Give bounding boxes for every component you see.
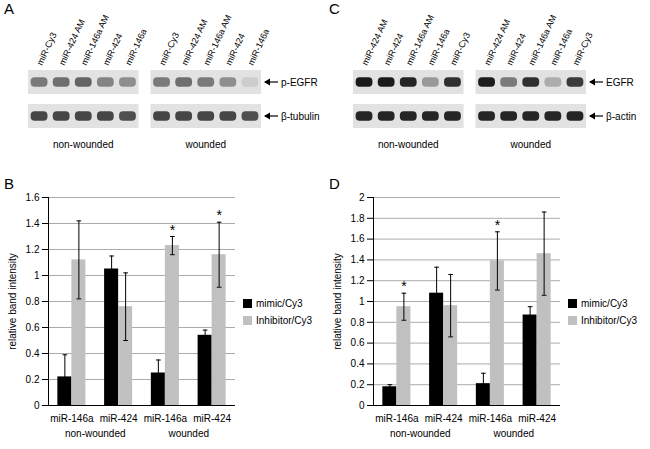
svg-text:relative band intensity: relative band intensity bbox=[7, 253, 18, 350]
html-text:mimic/Cy3: mimic/Cy3 bbox=[256, 298, 303, 309]
svg-text:1.4: 1.4 bbox=[351, 254, 365, 265]
svg-text:wounded: wounded bbox=[492, 428, 534, 439]
svg-text:0.2: 0.2 bbox=[351, 379, 365, 390]
svg-text:β-tubulin: β-tubulin bbox=[281, 111, 320, 122]
svg-text:*: * bbox=[216, 207, 222, 223]
svg-text:0.4: 0.4 bbox=[351, 358, 365, 369]
svg-text:1.8: 1.8 bbox=[351, 213, 365, 224]
html-text:Inhibitor/Cy3: Inhibitor/Cy3 bbox=[256, 315, 313, 326]
svg-text:0.8: 0.8 bbox=[351, 317, 365, 328]
svg-text:non-wounded: non-wounded bbox=[65, 428, 126, 439]
svg-text:miR-146a: miR-146a bbox=[123, 27, 149, 67]
html-text:A: A bbox=[4, 0, 14, 17]
html-text:B: B bbox=[4, 175, 14, 192]
svg-text:0.2: 0.2 bbox=[26, 374, 40, 385]
svg-text:1.4: 1.4 bbox=[26, 218, 40, 229]
svg-text:0.6: 0.6 bbox=[351, 337, 365, 348]
svg-text:1.6: 1.6 bbox=[26, 192, 40, 203]
svg-text:miR-424: miR-424 bbox=[224, 32, 247, 67]
svg-text:1: 1 bbox=[34, 270, 40, 281]
svg-text:2: 2 bbox=[359, 192, 365, 203]
svg-text:miR-Cy3: miR-Cy3 bbox=[157, 31, 181, 67]
svg-text:miR-146a AM: miR-146a AM bbox=[79, 13, 112, 67]
html-text:mimic/Cy3: mimic/Cy3 bbox=[581, 298, 628, 309]
svg-text:miR-146a: miR-146a bbox=[426, 27, 452, 67]
svg-text:miR-146a AM: miR-146a AM bbox=[526, 13, 559, 67]
svg-text:miR-146a: miR-146a bbox=[246, 27, 272, 67]
svg-text:0.6: 0.6 bbox=[26, 322, 40, 333]
svg-text:1.2: 1.2 bbox=[26, 244, 40, 255]
svg-text:0.4: 0.4 bbox=[26, 348, 40, 359]
html-text:D: D bbox=[329, 175, 340, 192]
svg-text:wounded: wounded bbox=[167, 428, 209, 439]
svg-text:miR-Cy3: miR-Cy3 bbox=[571, 31, 595, 67]
svg-text:miR-424 AM: miR-424 AM bbox=[56, 17, 87, 67]
svg-text:miR-424 AM: miR-424 AM bbox=[482, 17, 513, 67]
svg-text:non-wounded: non-wounded bbox=[390, 428, 451, 439]
svg-text:0: 0 bbox=[34, 400, 40, 411]
svg-text:miR-424: miR-424 bbox=[193, 413, 231, 424]
svg-text:miR-146a: miR-146a bbox=[50, 413, 94, 424]
svg-text:miR-146a AM: miR-146a AM bbox=[404, 13, 437, 67]
svg-text:*: * bbox=[170, 222, 176, 238]
svg-text:miR-Cy3: miR-Cy3 bbox=[448, 31, 472, 67]
svg-text:relative band intensity: relative band intensity bbox=[332, 253, 343, 350]
svg-text:miR-146a: miR-146a bbox=[469, 413, 513, 424]
svg-text:miR-146a: miR-146a bbox=[144, 413, 188, 424]
svg-text:0.8: 0.8 bbox=[26, 296, 40, 307]
svg-text:miR-Cy3: miR-Cy3 bbox=[35, 31, 59, 67]
svg-text:1: 1 bbox=[359, 296, 365, 307]
svg-text:*: * bbox=[401, 278, 407, 294]
svg-text:non-wounded: non-wounded bbox=[53, 139, 114, 150]
svg-text:wounded: wounded bbox=[184, 139, 226, 150]
svg-text:1.6: 1.6 bbox=[351, 233, 365, 244]
svg-text:p-EGFR: p-EGFR bbox=[281, 77, 318, 88]
svg-text:1.2: 1.2 bbox=[351, 275, 365, 286]
svg-text:miR-424: miR-424 bbox=[101, 32, 124, 67]
svg-text:miR-424 AM: miR-424 AM bbox=[359, 17, 390, 67]
svg-text:miR-424: miR-424 bbox=[382, 32, 405, 67]
svg-text:*: * bbox=[495, 217, 501, 233]
svg-text:miR-146a AM: miR-146a AM bbox=[201, 13, 234, 67]
html-text:Inhibitor/Cy3: Inhibitor/Cy3 bbox=[581, 315, 638, 326]
svg-text:0: 0 bbox=[359, 400, 365, 411]
svg-text:wounded: wounded bbox=[509, 139, 551, 150]
svg-text:miR-424: miR-424 bbox=[100, 413, 138, 424]
svg-text:miR-146a: miR-146a bbox=[549, 27, 575, 67]
svg-text:miR-146a: miR-146a bbox=[375, 413, 419, 424]
svg-text:miR-424: miR-424 bbox=[504, 32, 527, 67]
svg-text:miR-424 AM: miR-424 AM bbox=[179, 17, 210, 67]
svg-text:miR-424: miR-424 bbox=[518, 413, 556, 424]
svg-text:EGFR: EGFR bbox=[606, 77, 634, 88]
svg-text:miR-424: miR-424 bbox=[425, 413, 463, 424]
svg-text:non-wounded: non-wounded bbox=[378, 139, 439, 150]
html-text:C: C bbox=[329, 0, 340, 17]
svg-text:β-actin: β-actin bbox=[606, 111, 636, 122]
